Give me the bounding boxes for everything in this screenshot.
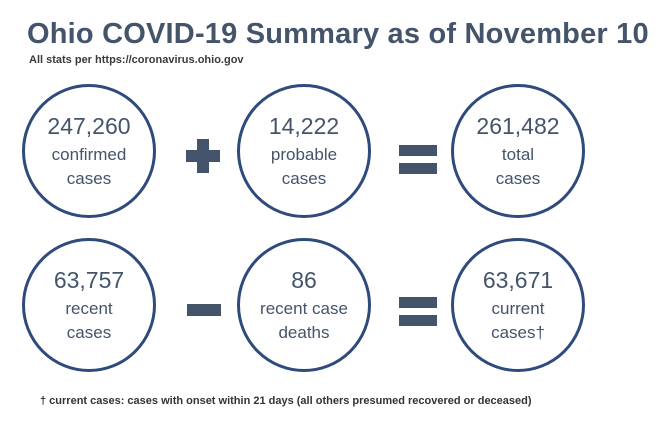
total-cases-circle: 261,482 total cases [451, 84, 585, 218]
page-title: Ohio COVID-19 Summary as of November 10 [27, 18, 649, 50]
recent-cases-label-2: cases [66, 323, 112, 342]
recent-deaths-circle: 86 recent case deaths [237, 238, 371, 372]
recent-deaths-label-1: recent case [260, 299, 348, 318]
current-cases-circle: 63,671 current cases† [451, 238, 585, 372]
confirmed-cases-value: 247,260 [47, 113, 131, 139]
probable-cases-circle: 14,222 probable cases [237, 84, 371, 218]
recent-cases-value: 63,757 [53, 267, 125, 293]
minus-icon [187, 304, 221, 316]
probable-cases-label-2: cases [281, 169, 327, 188]
total-cases-value: 261,482 [476, 113, 560, 139]
confirmed-cases-label-1: confirmed [51, 145, 127, 164]
probable-cases-label-1: probable [270, 145, 338, 164]
probable-cases-value: 14,222 [268, 113, 340, 139]
recent-cases-label-1: recent [65, 299, 113, 318]
recent-deaths-value: 86 [291, 267, 317, 293]
total-cases-label-2: cases [495, 169, 541, 188]
recent-deaths-label-2: deaths [278, 323, 330, 342]
plus-icon [186, 139, 220, 173]
total-cases-label-1: total [501, 145, 535, 164]
footnote: † current cases: cases with onset within… [40, 395, 532, 407]
current-cases-value: 63,671 [482, 267, 554, 293]
current-cases-label-1: current [491, 299, 545, 318]
equals-icon [399, 297, 437, 327]
source-note: All stats per https://coronavirus.ohio.g… [29, 54, 244, 66]
equals-icon [399, 145, 437, 175]
recent-cases-circle: 63,757 recent cases [22, 238, 156, 372]
confirmed-cases-circle: 247,260 confirmed cases [22, 84, 156, 218]
current-cases-label-2: cases† [491, 323, 545, 342]
confirmed-cases-label-2: cases [66, 169, 112, 188]
